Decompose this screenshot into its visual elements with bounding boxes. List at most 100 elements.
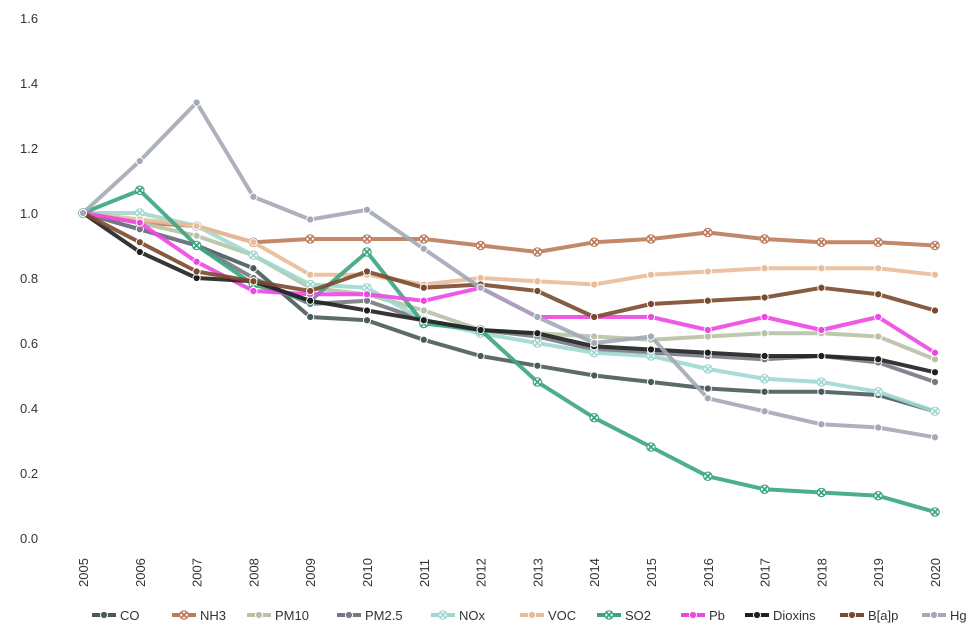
series-voc-point — [306, 270, 315, 279]
legend-label: NH3 — [200, 608, 226, 623]
x-tick-label: 2010 — [360, 558, 375, 587]
legend-item-nox: NOx — [431, 608, 486, 623]
y-tick-label: 0.0 — [20, 531, 38, 546]
legend-item-pm2-5: PM2.5 — [337, 608, 403, 623]
series-nh3-point — [418, 234, 429, 244]
legend-hg-point — [929, 610, 939, 620]
series-line-b-a-p — [81, 211, 937, 319]
legend-label: Hg — [950, 608, 967, 623]
series-nh3-point — [532, 247, 543, 257]
legend-item-pm10: PM10 — [247, 608, 309, 623]
series-pb-point — [930, 348, 940, 357]
y-tick-label: 0.4 — [20, 401, 38, 416]
series-voc-point — [760, 264, 769, 273]
series-b-a-p-point — [306, 286, 315, 296]
series-co-point — [703, 384, 712, 393]
series-pb-point — [760, 312, 769, 322]
series-hg-point — [533, 312, 542, 322]
legend-label: VOC — [548, 608, 576, 623]
series-dioxins-point — [760, 351, 769, 361]
series-voc-point — [703, 267, 712, 276]
series-co-point — [419, 335, 428, 344]
legend-label: B[a]p — [868, 608, 898, 623]
series-hg-point — [760, 407, 769, 416]
series-so2-point — [135, 185, 145, 196]
series-co-point — [646, 377, 656, 387]
legend-label: NOx — [459, 608, 486, 623]
series-nh3-point — [362, 234, 372, 244]
series-line-voc — [81, 211, 937, 287]
series-nox-point — [135, 208, 145, 218]
x-tick-label: 2008 — [246, 558, 261, 587]
series-b-a-p-point — [930, 306, 940, 315]
series-co-point — [817, 387, 826, 396]
series-dioxins — [78, 208, 940, 377]
series-pm10-point — [419, 306, 428, 315]
series-pb-point — [874, 312, 883, 322]
series-voc-point — [930, 270, 940, 279]
series-co-point — [590, 371, 599, 380]
x-tick-label: 2006 — [133, 558, 148, 587]
y-tick-label: 1.0 — [20, 206, 38, 221]
series-hg-point — [874, 423, 883, 432]
series-dioxins-point — [533, 329, 542, 338]
series-dioxins-point — [930, 368, 940, 377]
legend-item-pb: Pb — [681, 608, 725, 623]
y-tick-label: 0.6 — [20, 336, 38, 351]
series-pm10-point — [874, 332, 883, 341]
legend-label: CO — [120, 608, 140, 623]
legend-label: PM2.5 — [365, 608, 403, 623]
legend-item-hg: Hg — [922, 608, 967, 623]
series-pb-point — [192, 257, 201, 266]
series-co-point — [760, 387, 769, 396]
x-tick-label: 2009 — [303, 558, 318, 587]
y-tick-label: 1.6 — [20, 11, 38, 26]
series-nox — [78, 208, 940, 417]
series-dioxins-point — [419, 316, 428, 325]
legend-label: Dioxins — [773, 608, 816, 623]
series-nh3-point — [475, 240, 486, 251]
series-line-nox — [81, 211, 937, 414]
series-line-dioxins — [81, 211, 937, 375]
legend-dioxins-point — [752, 610, 762, 620]
series-dioxins-point — [703, 348, 712, 357]
series-line-so2 — [81, 188, 937, 514]
series-co-point — [533, 361, 542, 370]
series-nox-point — [532, 338, 543, 348]
series-hg-point — [930, 433, 940, 442]
series-dioxins-point — [874, 355, 883, 364]
legend-nh3-point — [179, 610, 189, 620]
series-hg-point — [192, 98, 201, 107]
series-b-a-p-point — [249, 277, 258, 286]
legend-label: PM10 — [275, 608, 309, 623]
series-b-a-p-point — [362, 267, 372, 276]
legend: CO NH3 PM10 PM2.5 NOx VOC SO2 Pb Dioxins B[a]p Hg — [92, 608, 967, 623]
series-nh3-point — [930, 240, 940, 251]
series-co-point — [249, 264, 258, 273]
series-so2-point — [646, 442, 656, 452]
series-hg-point — [476, 283, 485, 292]
series-pb-point — [703, 325, 712, 335]
series-so2 — [78, 185, 940, 517]
series-nox-point — [702, 364, 713, 374]
x-tick-label: 2007 — [190, 558, 205, 587]
legend-co-point — [99, 610, 109, 620]
series-nox-point — [873, 386, 883, 397]
legend-pm10-point — [254, 610, 264, 620]
series-b-a-p-point — [135, 238, 144, 247]
series-pb-point — [362, 290, 372, 299]
series-so2-point — [589, 412, 599, 423]
x-tick-label: 2020 — [928, 558, 943, 587]
series-nox-point — [759, 373, 770, 384]
series-so2-point — [816, 487, 827, 498]
series-voc-point — [533, 277, 542, 286]
series-hg-point — [590, 338, 599, 348]
series-co-point — [306, 312, 315, 322]
legend-voc-point — [527, 610, 537, 620]
x-tick-label: 2015 — [644, 558, 659, 587]
series-pm10-point — [760, 329, 769, 338]
series-pb-point — [249, 286, 258, 296]
series-b-a-p-point — [874, 290, 883, 299]
x-tick-label: 2014 — [587, 558, 602, 587]
